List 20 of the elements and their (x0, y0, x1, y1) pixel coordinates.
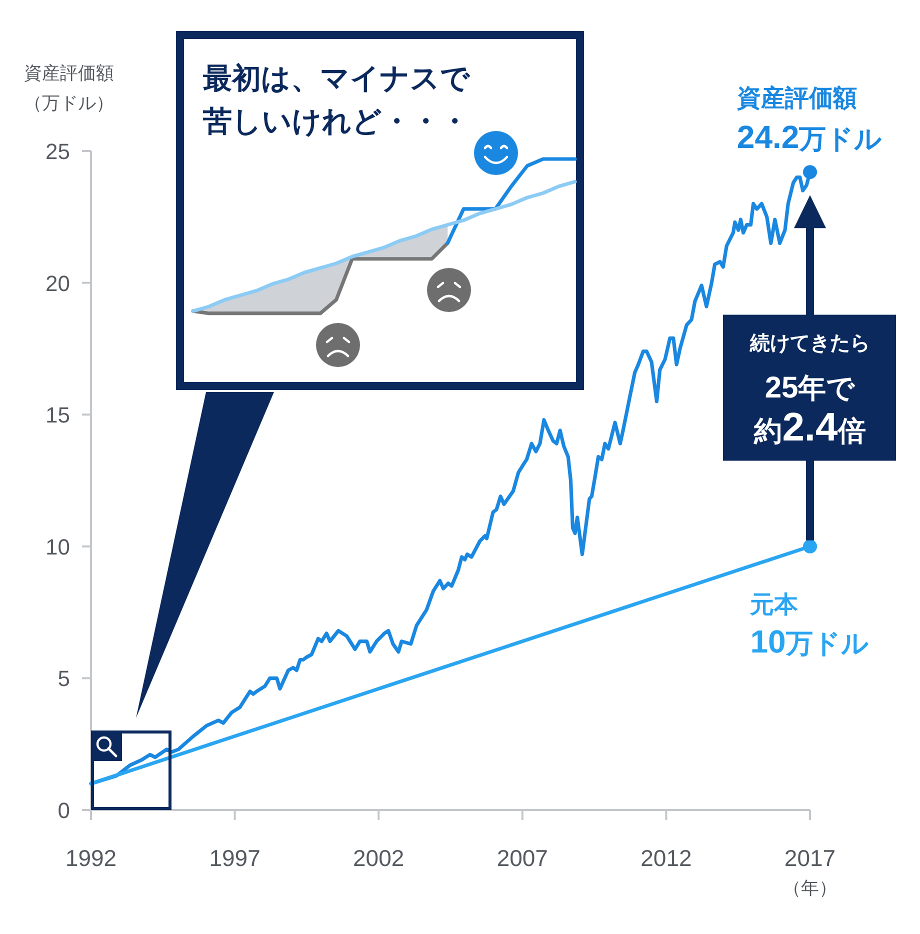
x-tick-label: 2012 (640, 845, 692, 871)
x-tick-label: 2007 (496, 845, 548, 871)
text: 最初は、マイナスで苦しいけれど・・・ (202, 62, 471, 138)
x-tick-label: 1997 (209, 845, 260, 871)
y-tick-label: 5 (58, 666, 70, 692)
x-tick-label: 1992 (65, 845, 117, 871)
y-tick-label: 15 (46, 402, 70, 428)
y-tick-label: 0 (58, 798, 70, 823)
y-tick-label: 10 (46, 534, 70, 560)
y-axis-title: 資産評価額（万ドル） (24, 63, 114, 113)
annotation: 元本 10万ドル (749, 591, 869, 660)
annotation: 続けてきたら 25年で約2.4倍 (749, 332, 870, 450)
x-axis-title: （年） (783, 878, 837, 898)
y-tick-label: 20 (46, 270, 70, 296)
y-tick-label: 25 (46, 139, 70, 164)
annotation: 資産評価額 24.2万ドル (736, 85, 882, 156)
x-tick-label: 2017 (784, 845, 836, 871)
x-tick-label: 2002 (353, 845, 404, 871)
annotation: 資産評価額 24.2万ドル (736, 85, 882, 180)
annotation: 元本 10万ドル (750, 539, 869, 660)
